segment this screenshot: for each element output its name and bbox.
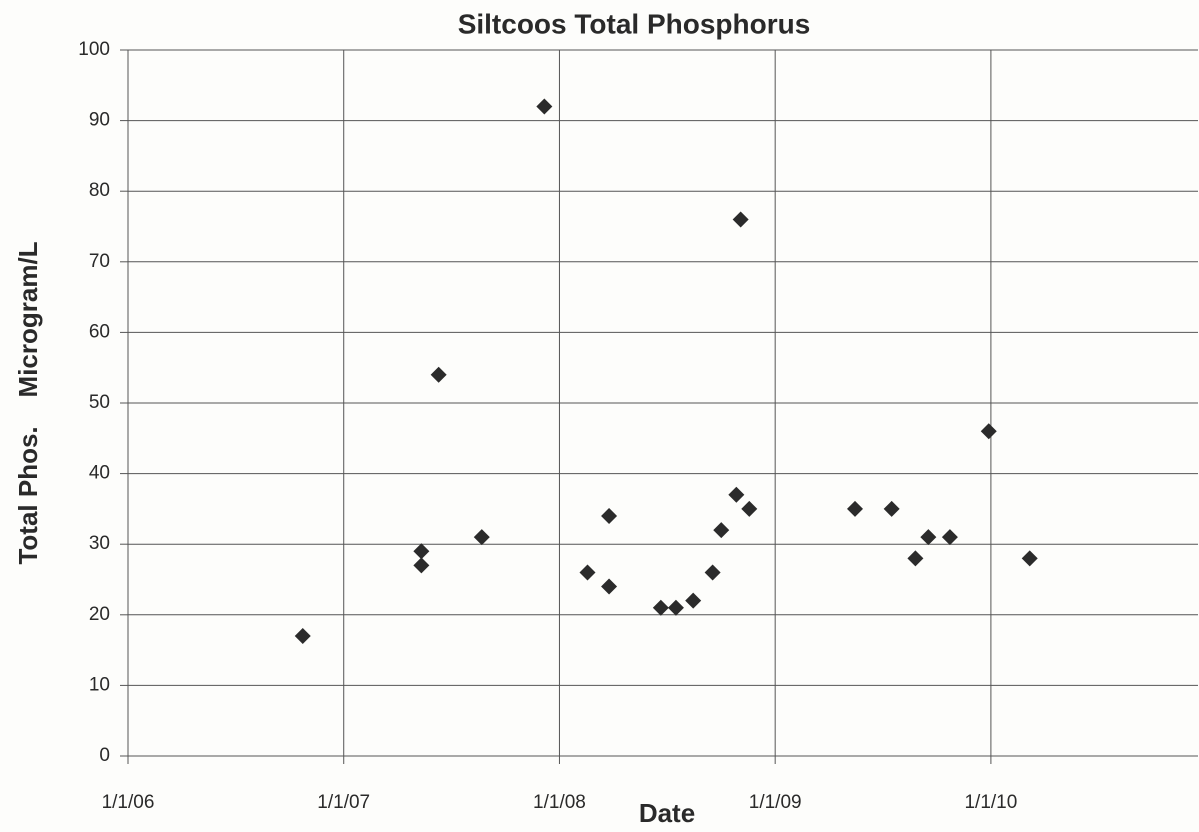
point (667, 599, 684, 616)
chart-title: Siltcoos Total Phosphorus (458, 8, 811, 39)
y-tick-label: 40 (89, 463, 110, 484)
point (294, 627, 311, 644)
point (732, 211, 749, 228)
y-tick-label: 30 (89, 533, 110, 554)
y-tick-label: 10 (89, 674, 110, 695)
y-tick-label: 20 (89, 604, 110, 625)
y-tick-label: 100 (78, 39, 110, 60)
point (907, 550, 924, 567)
point (601, 507, 618, 524)
y-tick-label: 60 (89, 321, 110, 342)
point (536, 98, 553, 115)
x-tick-label: 1/1/09 (749, 792, 802, 813)
x-tick-label: 1/1/06 (102, 792, 155, 813)
point (713, 522, 730, 539)
y-tick-label: 50 (89, 392, 110, 413)
point (980, 423, 997, 440)
point (1021, 550, 1038, 567)
y-tick-label: 0 (99, 745, 110, 766)
point (846, 500, 863, 517)
y-tick-label: 80 (89, 180, 110, 201)
y-axis-label: Total Phos. Microgram/L (13, 241, 43, 564)
point (741, 500, 758, 517)
x-tick-label: 1/1/08 (533, 792, 586, 813)
point (704, 564, 721, 581)
x-tick-label: 1/1/10 (964, 792, 1017, 813)
point (473, 529, 490, 546)
x-tick-label: 1/1/07 (317, 792, 370, 813)
point (579, 564, 596, 581)
x-axis-label: Date (639, 798, 695, 828)
point (941, 529, 958, 546)
point (883, 500, 900, 517)
point (920, 529, 937, 546)
point (652, 599, 669, 616)
y-tick-label: 90 (89, 110, 110, 131)
y-tick-label: 70 (89, 251, 110, 272)
point (413, 543, 430, 560)
point (685, 592, 702, 609)
point (728, 486, 745, 503)
point (601, 578, 618, 595)
point (430, 366, 447, 383)
point (413, 557, 430, 574)
